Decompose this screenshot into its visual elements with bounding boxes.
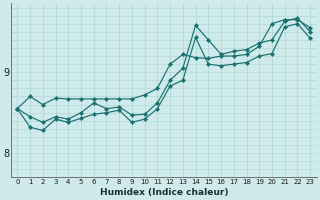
X-axis label: Humidex (Indice chaleur): Humidex (Indice chaleur) xyxy=(100,188,228,197)
